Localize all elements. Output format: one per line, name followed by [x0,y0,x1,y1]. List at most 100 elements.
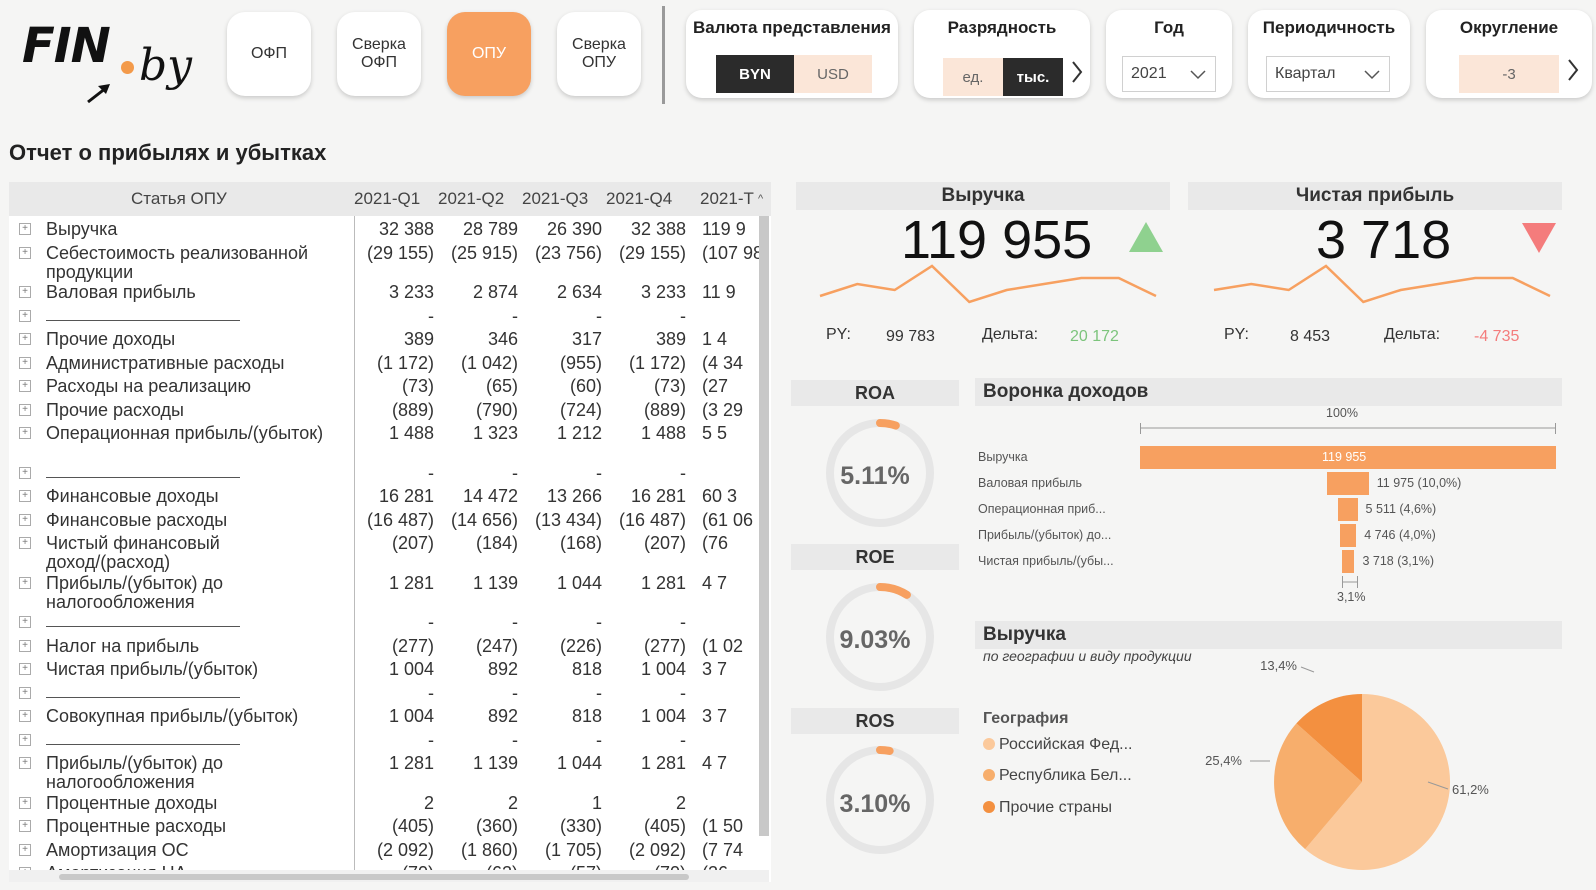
currency-usd-option[interactable]: USD [794,55,872,93]
expand-icon[interactable]: + [19,466,31,479]
table-row[interactable]: + Совокупная прибыль/(убыток) 1 004 892 818 1… [9,707,771,731]
column-header-total[interactable]: 2021-T [700,190,754,208]
expand-icon[interactable]: + [19,639,31,652]
scroll-up-icon[interactable]: ^ [758,193,764,205]
expand-icon[interactable]: + [19,663,31,675]
funnel-bar[interactable] [1327,472,1369,495]
nav-reconcile-opu-button[interactable]: Сверка ОПУ [557,12,641,96]
pie-slice[interactable] [1296,694,1362,782]
expand-icon[interactable]: + [19,490,31,502]
expand-icon[interactable]: + [19,616,31,628]
legend-item-russia[interactable]: Российская Фед... [983,736,1132,754]
nav-opu-button[interactable]: ОПУ [447,12,531,96]
table-row[interactable]: + - - - - [9,682,771,708]
legend-item-belarus[interactable]: Республика Бел... [983,767,1132,785]
expand-icon[interactable]: + [19,380,31,392]
funnel-value: 5 511 (4,6%) [1365,502,1437,516]
table-row[interactable]: + - - - - [9,463,771,488]
table-row[interactable]: + Прибыль/(убыток) до налогообложения 1 28… [9,573,771,614]
funnel-bar[interactable] [1339,524,1357,547]
chevron-right-icon[interactable] [1566,56,1580,84]
table-row[interactable]: + Финансовые расходы (16 487) (14 656) (13 4… [9,509,771,535]
net-profit-delta-value: -4 735 [1474,328,1520,345]
legend-dot [983,801,995,813]
cell-value: (29 155) [366,242,434,263]
table-row[interactable]: + - - - - [9,730,771,755]
currency-byn-option[interactable]: BYN [716,55,794,93]
legend-item-other[interactable]: Прочие страны [983,799,1112,817]
expand-icon[interactable]: + [19,427,31,439]
scale-thousands-option[interactable]: тыс. [1003,58,1063,96]
table-row[interactable]: + Налог на прибыль (277) (247) (226) (277) (1 … [9,635,771,661]
expand-icon[interactable]: + [19,286,31,298]
expand-icon[interactable]: + [19,513,31,526]
nav-ofp-button[interactable]: ОФП [227,12,311,96]
expand-icon[interactable]: + [19,843,31,856]
table-row[interactable]: + Выручка 32 388 28 789 26 390 32 388 119 9 [9,220,771,244]
pie-slice[interactable] [1305,694,1451,870]
cell-value: (13 434) [534,509,602,530]
horizontal-scrollbar-thumb[interactable] [59,874,689,880]
funnel-label: Валовая прибыль [978,476,1083,490]
column-header-item[interactable]: Статья ОПУ [131,189,227,208]
expand-icon[interactable]: + [19,820,31,832]
cell-value: - [512,682,518,703]
column-header-q2[interactable]: 2021-Q2 [438,189,505,208]
column-header-q4[interactable]: 2021-Q4 [606,189,673,208]
horizontal-scrollbar[interactable] [9,870,769,882]
table-row[interactable]: + Финансовые доходы 16 281 14 472 13 266 16 2… [9,487,771,511]
table-row[interactable]: + Чистый финансовый доход/(расход) (207) (1… [9,534,771,574]
table-row[interactable]: + Процентные доходы 2 2 1 2 [9,793,771,818]
funnel-bar[interactable] [1338,498,1358,521]
table-row[interactable]: + Себестоимость реализованной продукции (2… [9,242,771,284]
expand-icon[interactable]: + [19,403,31,416]
expand-icon[interactable]: + [19,757,31,769]
expand-icon[interactable]: + [19,733,31,746]
funnel-label: Прибыль/(убыток) до... [978,528,1112,542]
table-row[interactable]: + Чистая прибыль/(убыток) 1 004 892 818 1 004… [9,660,771,684]
cell-value: (247) [475,635,518,656]
expand-icon[interactable]: + [19,356,31,369]
expand-icon[interactable]: + [19,246,31,259]
expand-icon[interactable]: + [19,576,31,589]
cell-value: 3 7 [702,660,728,679]
funnel-bar[interactable] [1140,446,1556,469]
table-row[interactable]: + Административные расходы (1 172) (1 042) (… [9,353,771,378]
period-dropdown[interactable]: Квартал [1266,56,1390,92]
funnel-bar[interactable] [1341,550,1355,573]
table-row[interactable]: + Амортизация ОС (2 092) (1 860) (1 705) (2 0… [9,840,771,865]
year-dropdown[interactable]: 2021 [1122,56,1216,92]
scale-units-option[interactable]: ед. [943,58,1003,96]
pie-data-label: 13,4% [1260,660,1297,673]
table-row[interactable]: + Расходы на реализацию (73) (65) (60) (73) (2… [9,377,771,401]
column-header-q3[interactable]: 2021-Q3 [522,189,589,208]
table-row[interactable]: + - - - - [9,306,771,331]
table-row[interactable]: + Прочие доходы 389 346 317 389 1 4 [9,330,771,354]
table-row[interactable]: + Операционная прибыль/(убыток) 1 488 1 323… [9,424,771,464]
table-row[interactable]: + Процентные расходы (405) (360) (330) (405) (… [9,817,771,841]
expand-icon[interactable]: + [19,796,31,809]
rounding-value[interactable]: -3 [1459,55,1559,93]
cell-value: (207) [391,533,434,553]
vertical-scrollbar[interactable] [759,216,769,836]
nav-reconcile-ofp-button[interactable]: Сверка ОФП [337,12,421,96]
column-header-q1[interactable]: 2021-Q1 [354,189,421,208]
expand-icon[interactable]: + [19,223,31,235]
table-row[interactable]: + Прибыль/(убыток) до налогообложения 1 28… [9,754,771,794]
cell-value: 389 [403,329,434,349]
funnel-scale-line [1140,423,1556,434]
year-filter: Год 2021 [1106,10,1232,98]
expand-icon[interactable]: + [19,309,31,322]
table-row[interactable]: + Валовая прибыль 3 233 2 874 2 634 3 233 11 9 [9,283,771,307]
cell-value: - [596,682,602,703]
expand-icon[interactable]: + [19,710,31,722]
expand-icon[interactable]: + [19,333,31,345]
cell-value: 2 634 [556,282,602,302]
table-row[interactable]: + Прочие расходы (889) (790) (724) (889) (3 29 [9,400,771,425]
table-row[interactable]: + - - - - [9,613,771,637]
cell-value: (29 155) [618,242,686,263]
pie-slice[interactable] [1274,723,1362,850]
expand-icon[interactable]: + [19,686,31,699]
chevron-right-icon[interactable] [1070,58,1084,86]
expand-icon[interactable]: + [19,537,31,549]
